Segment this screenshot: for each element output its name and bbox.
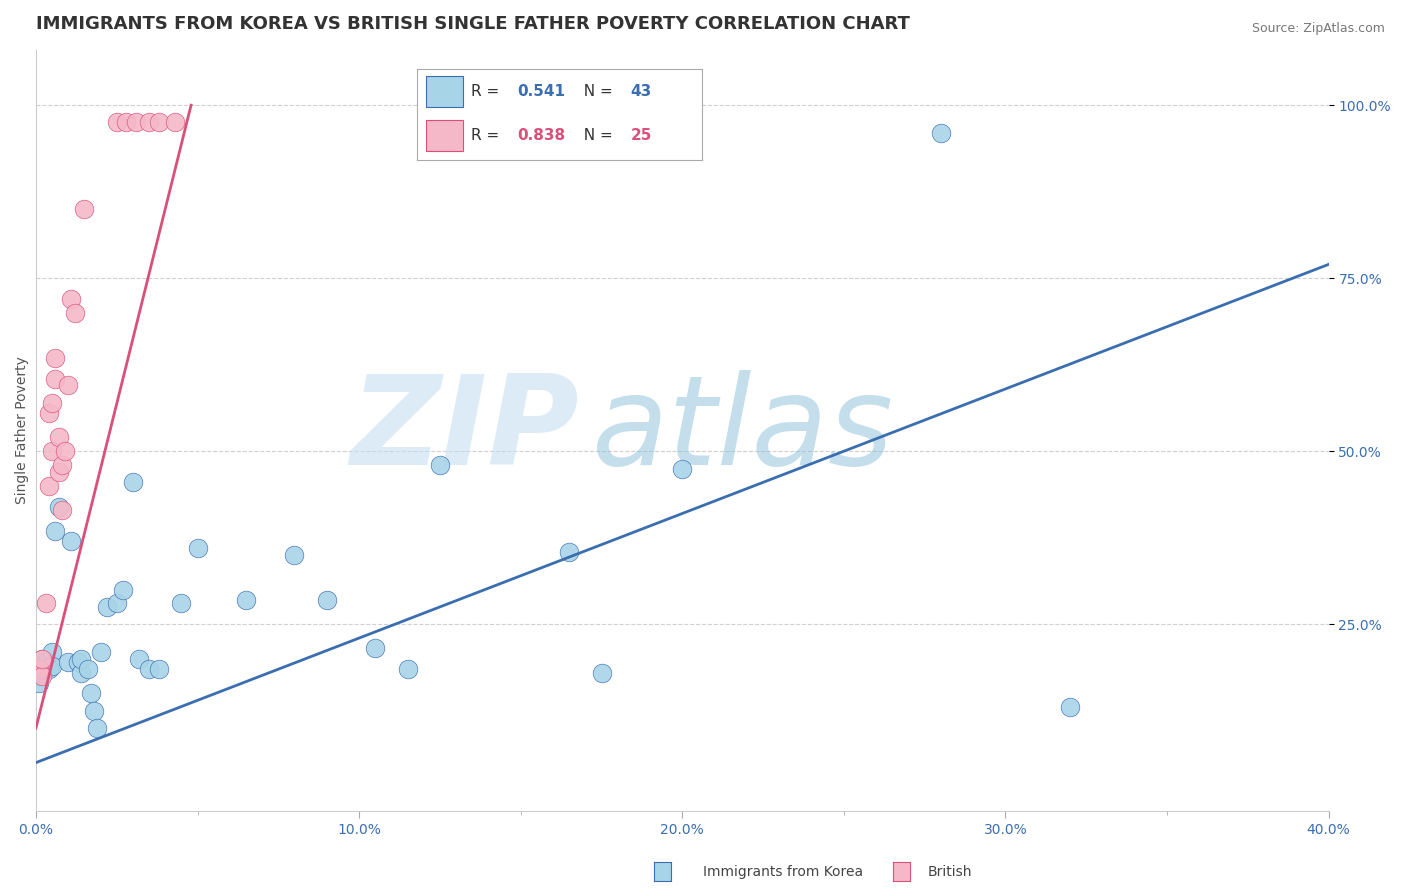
Point xyxy=(364,641,387,656)
Point xyxy=(48,430,70,444)
Point xyxy=(41,396,63,410)
Point xyxy=(125,115,148,129)
Text: atlas: atlas xyxy=(592,370,894,491)
Text: ZIP: ZIP xyxy=(350,370,579,491)
Point xyxy=(31,652,53,666)
Point xyxy=(429,458,451,472)
Point xyxy=(591,665,613,680)
Point xyxy=(44,524,66,538)
Point xyxy=(396,662,419,676)
Point xyxy=(58,655,80,669)
Point xyxy=(148,662,170,676)
Point xyxy=(148,115,170,129)
Point xyxy=(163,115,186,129)
Point xyxy=(105,597,128,611)
Point xyxy=(34,662,56,676)
Point xyxy=(51,458,73,472)
Point xyxy=(58,378,80,392)
Text: Immigrants from Korea: Immigrants from Korea xyxy=(703,865,863,880)
Point xyxy=(86,721,108,735)
Point xyxy=(34,597,56,611)
Point xyxy=(38,662,60,676)
Point xyxy=(41,645,63,659)
Point xyxy=(66,655,89,669)
Point xyxy=(51,503,73,517)
Point xyxy=(128,652,150,666)
Text: British: British xyxy=(928,865,973,880)
Point xyxy=(186,541,208,555)
Point xyxy=(83,704,105,718)
Point xyxy=(283,548,305,562)
Point xyxy=(48,465,70,479)
Point xyxy=(73,202,96,216)
Point xyxy=(558,544,581,558)
Point xyxy=(48,500,70,514)
Point xyxy=(28,669,51,683)
Point xyxy=(53,444,76,458)
Point xyxy=(63,306,86,320)
Point xyxy=(70,652,93,666)
Point xyxy=(80,686,103,700)
Point xyxy=(31,658,53,673)
Point xyxy=(44,351,66,365)
Point xyxy=(76,662,98,676)
Point xyxy=(28,676,51,690)
Point xyxy=(31,652,53,666)
Point xyxy=(60,292,83,306)
Point xyxy=(34,655,56,669)
Point xyxy=(70,665,93,680)
Point xyxy=(115,115,138,129)
Point xyxy=(38,406,60,420)
Point xyxy=(138,115,160,129)
Point xyxy=(105,115,128,129)
Point xyxy=(90,645,112,659)
Point xyxy=(60,534,83,549)
Point xyxy=(28,662,51,676)
Point xyxy=(96,599,118,614)
Point xyxy=(41,444,63,458)
Text: IMMIGRANTS FROM KOREA VS BRITISH SINGLE FATHER POVERTY CORRELATION CHART: IMMIGRANTS FROM KOREA VS BRITISH SINGLE … xyxy=(37,15,910,33)
Point xyxy=(41,658,63,673)
Y-axis label: Single Father Poverty: Single Father Poverty xyxy=(15,357,30,504)
Point xyxy=(112,582,135,597)
Point xyxy=(671,461,693,475)
Text: Source: ZipAtlas.com: Source: ZipAtlas.com xyxy=(1251,22,1385,36)
Point xyxy=(929,126,952,140)
Point xyxy=(1059,700,1081,714)
Point xyxy=(28,662,51,676)
Point xyxy=(170,597,193,611)
Point xyxy=(122,475,145,490)
Point xyxy=(315,593,337,607)
Point xyxy=(44,371,66,385)
Point xyxy=(38,479,60,493)
Point xyxy=(31,665,53,680)
Point xyxy=(235,593,257,607)
Point xyxy=(31,669,53,683)
Point xyxy=(138,662,160,676)
